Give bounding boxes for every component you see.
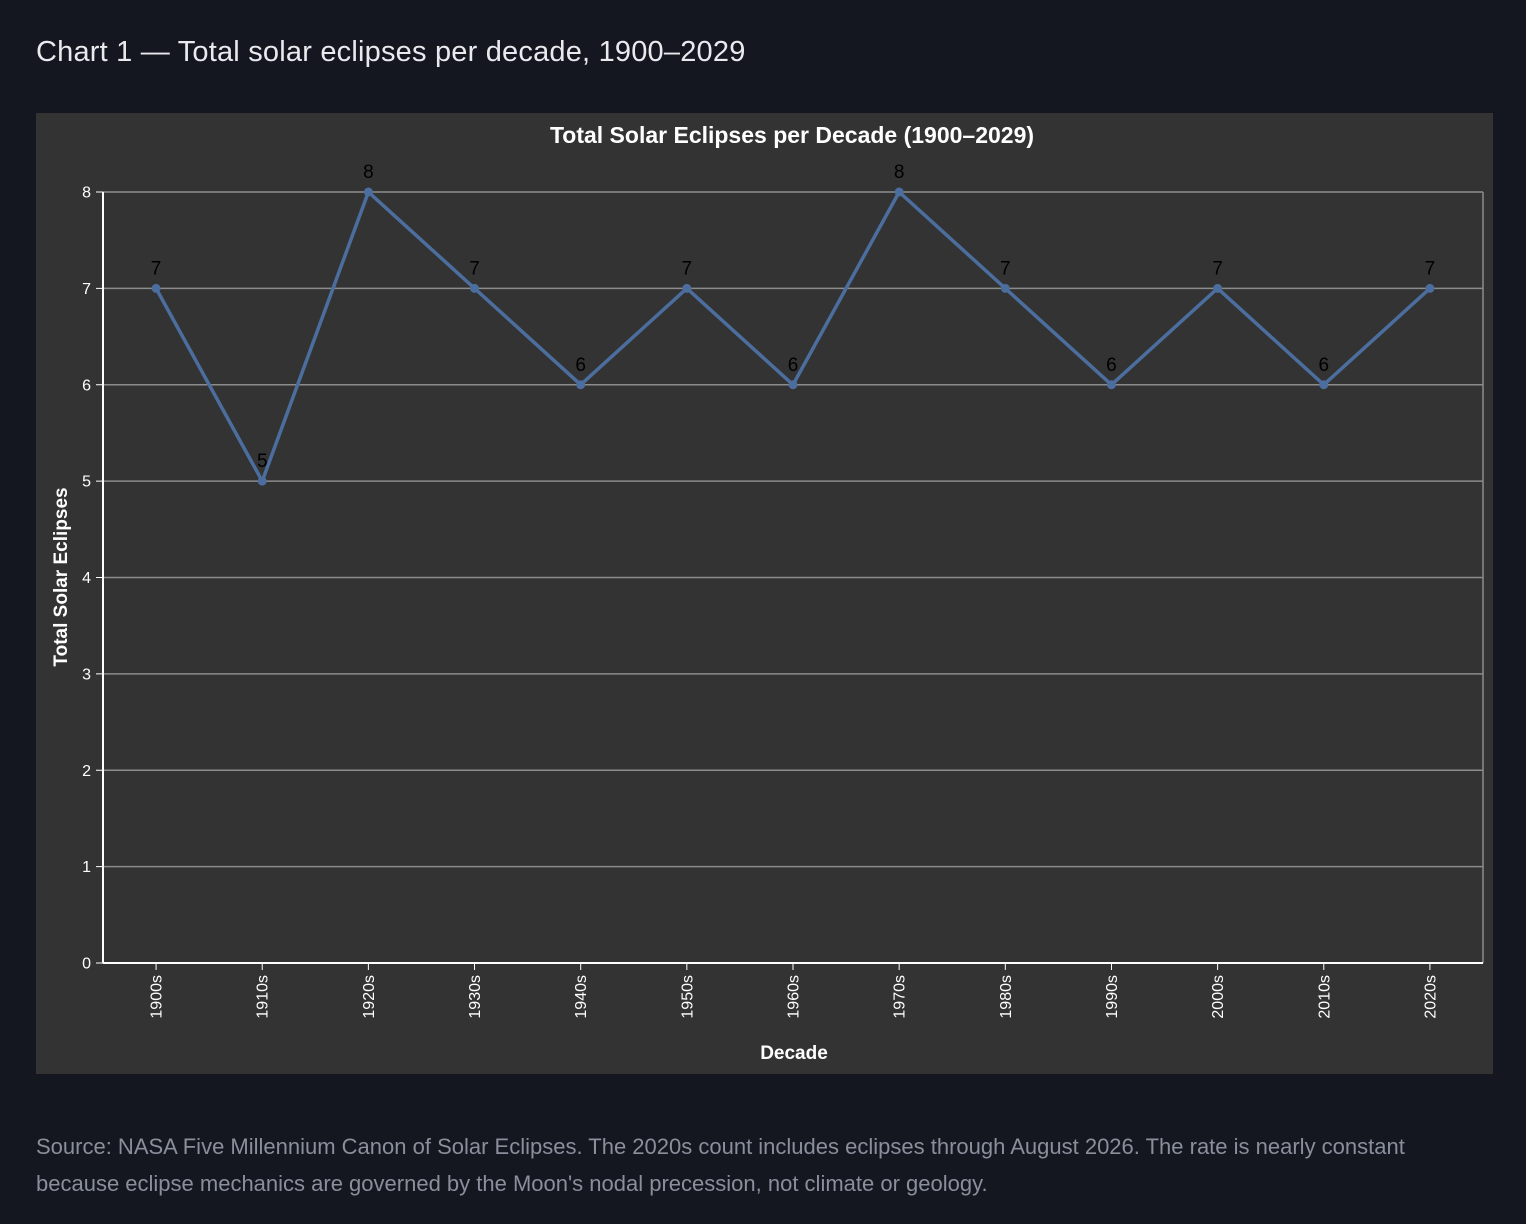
x-axis-title: Decade [760,1043,828,1064]
y-tick-label: 7 [82,281,91,298]
gridlines [103,191,1484,963]
data-label: 7 [469,258,480,279]
data-label: 7 [1000,258,1011,279]
data-point [1425,283,1435,293]
data-label: 8 [363,162,374,183]
data-label: 6 [1106,355,1117,376]
x-tick-label: 2000s [1210,975,1227,1019]
y-tick-label: 5 [82,474,91,491]
data-point [1000,283,1010,293]
axes [96,191,1483,970]
y-axis-title: Total Solar Eclipses [51,487,72,666]
y-tick-label: 3 [82,666,91,683]
y-tick-labels: 0 1 2 3 4 5 6 7 8 [82,185,91,973]
data-label: 5 [257,451,268,472]
x-tick-label: 1980s [998,975,1015,1019]
page-heading: Chart 1 — Total solar eclipses per decad… [36,36,746,68]
x-tick-label: 2020s [1422,975,1439,1019]
data-point [682,283,692,293]
x-tick-label: 1970s [892,975,909,1019]
data-series [151,187,1435,486]
data-point [576,380,586,390]
data-label: 7 [1212,258,1223,279]
x-tick-labels: 1900s 1910s 1920s 1930s 1940s 1950s 1960s 1970s… [149,975,1440,1019]
x-tick-label: 1990s [1104,975,1121,1019]
source-caption: Source: NASA Five Millennium Canon of So… [36,1134,1405,1196]
x-tick-label: 1930s [467,975,484,1019]
data-point [788,380,798,390]
data-label: 7 [1425,258,1436,279]
data-label: 7 [682,258,693,279]
data-point [363,187,373,197]
data-label: 6 [1318,355,1329,376]
x-tick-label: 2010s [1316,975,1333,1019]
y-tick-label: 8 [82,185,91,202]
data-point [894,187,904,197]
chart-title: Total Solar Eclipses per Decade (1900–20… [550,122,1034,148]
data-label: 8 [894,162,905,183]
data-point [1213,283,1223,293]
data-point [151,283,161,293]
data-point [470,283,480,293]
x-tick-label: 1900s [149,975,166,1019]
x-tick-label: 1920s [361,975,378,1019]
series-line [154,188,1432,486]
data-label: 6 [788,355,799,376]
chart-panel: Total Solar Eclipses per Decade (1900–20… [36,113,1493,1074]
line-chart: Total Solar Eclipses per Decade (1900–20… [51,122,1484,1064]
y-tick-label: 6 [82,377,91,394]
x-tick-label: 1950s [679,975,696,1019]
y-tick-label: 4 [82,570,91,587]
y-tick-label: 0 [82,956,91,973]
x-tick-label: 1940s [573,975,590,1019]
x-tick-label: 1910s [255,975,272,1019]
data-labels: 7 5 8 7 6 7 6 8 7 6 7 6 7 [151,162,1435,472]
y-tick-label: 1 [82,859,91,876]
data-point [1319,380,1329,390]
data-label: 6 [575,355,586,376]
data-point [257,476,267,486]
x-tick-label: 1960s [786,975,803,1019]
data-point [1106,380,1116,390]
data-label: 7 [151,258,162,279]
y-tick-label: 2 [82,763,91,780]
